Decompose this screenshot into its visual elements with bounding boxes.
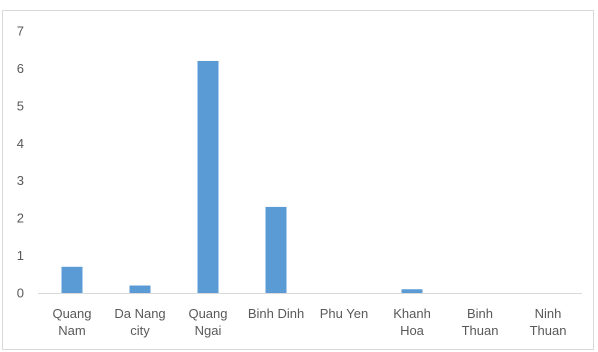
x-tick-label-line: Ngai (195, 323, 222, 338)
x-tick-label-line: Quang (52, 306, 91, 321)
y-tick-label: 1 (17, 248, 24, 263)
x-tick-label-line: Phu Yen (320, 306, 368, 321)
y-tick-label: 7 (17, 24, 24, 39)
x-tick-label: Ninh Thuan (530, 306, 567, 338)
y-tick-label: 4 (17, 136, 24, 151)
x-tick-label: Quang Ngai (188, 306, 227, 338)
x-tick-label: Phu Yen (320, 306, 368, 321)
y-tick-label: 3 (17, 173, 24, 188)
x-tick-label-line: Da Nang (114, 306, 165, 321)
bar (129, 285, 151, 293)
bar (265, 206, 287, 293)
x-tick-label-line: Thuan (530, 323, 567, 338)
bar (197, 60, 219, 293)
x-tick-label-line: Nam (58, 323, 85, 338)
x-tick-label: Binh Dinh (248, 306, 304, 321)
x-tick-label-line: Khanh (393, 306, 431, 321)
x-tick-label-line: Thuan (462, 323, 499, 338)
y-axis-tick-labels: 0 1 2 3 4 5 6 7 (17, 24, 24, 301)
x-tick-label: Binh Thuan (462, 306, 499, 338)
x-tick-label: Da Nang city (114, 306, 165, 338)
y-tick-label: 2 (17, 211, 24, 226)
x-tick-label: Khanh Hoa (393, 306, 431, 338)
y-tick-label: 6 (17, 61, 24, 76)
x-tick-label-line: Binh (467, 306, 493, 321)
x-tick-label-line: city (130, 323, 150, 338)
y-tick-label: 5 (17, 98, 24, 113)
bar (61, 266, 83, 293)
bars (61, 60, 423, 293)
x-tick-label-line: Binh Dinh (248, 306, 304, 321)
x-tick-label: Quang Nam (52, 306, 91, 338)
x-tick-label-line: Hoa (400, 323, 425, 338)
y-tick-label: 0 (17, 286, 24, 301)
x-tick-label-line: Quang (188, 306, 227, 321)
bar (401, 289, 423, 293)
x-tick-label-line: Ninh (535, 306, 562, 321)
x-axis-tick-labels: Quang Nam Da Nang city Quang Ngai Binh Dinh Phu… (52, 306, 566, 338)
